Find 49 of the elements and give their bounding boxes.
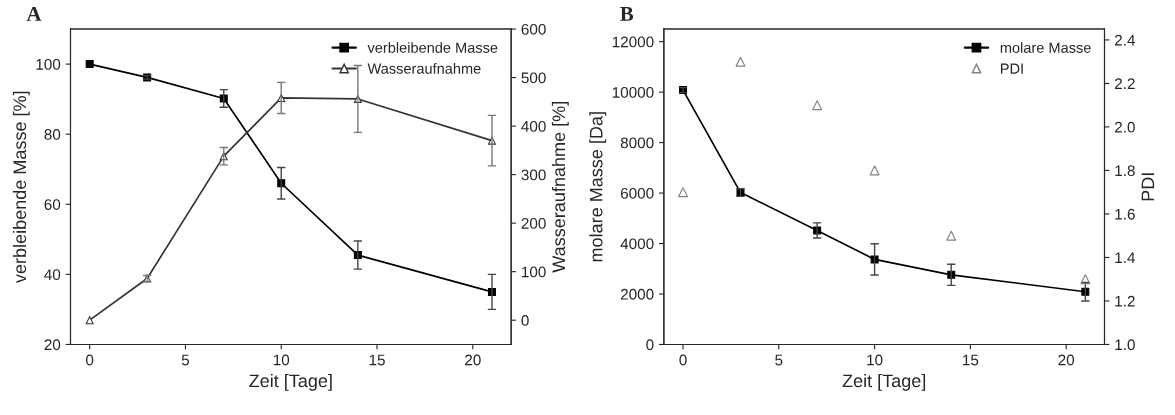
legend-label: Wasseraufnahme (367, 63, 481, 74)
y2-tick-label: 500 (521, 72, 546, 84)
x-tick-label: 5 (181, 354, 190, 366)
x-tick-label: 20 (1058, 354, 1075, 366)
y2-tick-label: 300 (521, 169, 546, 181)
y-tick-label: 60 (44, 199, 61, 210)
x-tick-label: 15 (963, 354, 979, 366)
x-tick-label: 5 (775, 354, 783, 366)
chart-title: A (26, 6, 42, 21)
y-tick-label: 10000 (612, 87, 654, 98)
y-tick-label: 20 (44, 339, 61, 351)
chart-title: B (620, 7, 634, 21)
y-tick-label: 2000 (620, 288, 654, 300)
x-tick-label: 10 (273, 354, 290, 366)
y2-tick-label: 600 (521, 23, 546, 35)
x-tick-label: 20 (465, 354, 481, 366)
x-tick-label: 10 (867, 354, 883, 366)
legend-label: verbleibende Masse (367, 42, 498, 53)
y-tick-label: 0 (646, 339, 654, 351)
x-axis-title: Zeit [Tage] (842, 373, 926, 391)
x-tick-label: 0 (679, 354, 687, 366)
y-tick-label: 80 (44, 129, 61, 140)
x-tick-label: 15 (369, 354, 385, 366)
x-axis-title: Zeit [Tage] (249, 373, 332, 391)
y2-tick-label: 2.2 (1114, 78, 1135, 89)
y2-tick-label: 1.4 (1115, 252, 1136, 263)
y-axis-title: verbleibende Masse [%] (12, 91, 30, 284)
y2-tick-label: 2.0 (1114, 121, 1135, 133)
y2-tick-label: 2.4 (1114, 34, 1136, 46)
y2-axis-title: PDI (1141, 173, 1155, 201)
legend-label: PDI (1001, 63, 1023, 74)
y-tick-label: 8000 (620, 137, 654, 149)
y2-tick-label: 400 (521, 120, 546, 132)
y2-tick-label: 100 (522, 266, 546, 278)
y-axis-title: molare Masse [Da] (589, 112, 607, 262)
y-tick-label: 6000 (620, 187, 654, 199)
y-tick-label: 100 (36, 58, 61, 70)
y2-tick-label: 1.6 (1115, 208, 1135, 220)
x-tick-label: 0 (86, 354, 94, 366)
y2-tick-label: 1.0 (1115, 339, 1135, 351)
y-tick-label: 40 (44, 269, 61, 281)
y2-tick-label: 200 (521, 218, 546, 229)
y-tick-label: 4000 (620, 238, 654, 250)
y-tick-label: 12000 (612, 36, 654, 48)
y2-tick-label: 1.2 (1115, 295, 1135, 307)
y2-axis-title: Wasseraufnahme [%] (551, 102, 569, 273)
y2-tick-label: 1.8 (1115, 165, 1135, 177)
legend-label: molare Masse (1000, 42, 1091, 53)
y2-tick-label: 0 (521, 315, 529, 326)
